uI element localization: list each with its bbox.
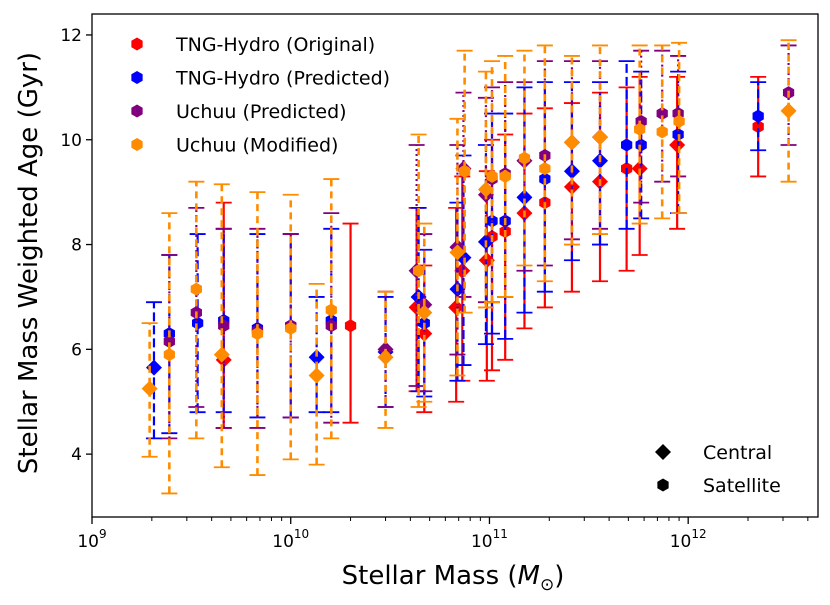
data-point-satellite — [486, 169, 498, 183]
data-point-satellite — [634, 122, 646, 136]
data-point-central — [449, 244, 466, 261]
data-point-satellite — [539, 162, 551, 176]
data-point-central — [448, 299, 465, 316]
data-point-satellite — [344, 319, 357, 333]
x-tick-exponent: 10 — [294, 527, 309, 541]
data-point-satellite — [518, 151, 531, 165]
data-point-satellite — [251, 327, 264, 341]
x-axis-label-sub: ⊙ — [540, 575, 554, 595]
data-point-satellite — [656, 125, 668, 139]
data-point-central — [377, 349, 394, 366]
data-point-satellite — [163, 334, 175, 348]
data-point-central — [592, 129, 609, 146]
data-point-central — [416, 304, 433, 321]
y-tick-label: 10 — [60, 131, 82, 151]
data-point-satellite — [325, 303, 337, 317]
data-point-central — [477, 181, 494, 198]
data-point-central — [516, 189, 533, 206]
legend-label: TNG-Hydro (Original) — [175, 34, 375, 56]
legend-label: Uchuu (Modified) — [176, 135, 338, 157]
marker-legend-hexagon-icon — [657, 478, 669, 492]
series-legend: TNG-Hydro (Original) TNG-Hydro (Predicted… — [131, 34, 390, 157]
data-point-satellite — [752, 120, 764, 134]
x-tick-base: 10 — [670, 532, 692, 552]
legend-label: Uchuu (Predicted) — [176, 101, 347, 123]
data-point-satellite — [499, 169, 511, 183]
x-tick-exponent: 11 — [493, 527, 508, 541]
data-point-central — [563, 134, 580, 151]
data-point-satellite — [635, 138, 647, 152]
series-3 — [141, 39, 797, 495]
data-point-central — [213, 346, 230, 363]
data-point-satellite — [285, 321, 297, 335]
x-tick-exponent: 12 — [691, 527, 706, 541]
data-point-central — [780, 102, 797, 119]
legend-label: TNG-Hydro (Predicted) — [175, 68, 390, 90]
marker-legend: Central Satellite — [655, 442, 781, 497]
data-point-satellite — [163, 348, 175, 362]
x-tick-label: 1012 — [670, 527, 707, 552]
data-point-satellite — [620, 138, 633, 152]
x-tick-label: 1011 — [471, 527, 508, 552]
y-tick-label: 4 — [71, 445, 82, 465]
marker-legend-label: Satellite — [703, 475, 781, 497]
x-axis-label-symbol: M — [518, 561, 540, 591]
x-axis-label-close: ) — [554, 561, 564, 591]
data-point-satellite — [673, 114, 685, 128]
legend-marker — [131, 37, 143, 51]
x-tick-base: 10 — [471, 532, 493, 552]
x-axis-label-main: Stellar Mass ( — [342, 561, 518, 591]
data-point-central — [141, 380, 158, 397]
legend-marker — [131, 71, 143, 84]
x-tick-label: 1010 — [272, 527, 309, 552]
data-point-satellite — [459, 164, 471, 178]
data-point-satellite — [412, 264, 425, 278]
x-axis-label: Stellar Mass (M⊙) — [342, 561, 565, 595]
x-tick-exponent: 9 — [99, 527, 107, 541]
data-point-satellite — [752, 109, 764, 123]
data-point-satellite — [190, 282, 202, 296]
plot-frame — [91, 13, 819, 518]
data-point-central — [308, 367, 325, 384]
data-point-central — [308, 349, 325, 366]
y-tick-label: 12 — [60, 26, 82, 46]
data-point-central — [631, 160, 648, 177]
x-tick-label: 109 — [77, 527, 106, 552]
marker-legend-diamond-icon — [655, 444, 671, 460]
legend-marker — [131, 138, 143, 151]
data-point-central — [416, 325, 433, 342]
legend-marker — [131, 104, 143, 118]
plot-area — [141, 39, 797, 495]
y-tick-label: 8 — [71, 236, 82, 256]
marker-legend-label: Central — [703, 442, 772, 464]
data-point-satellite — [656, 107, 668, 121]
data-point-satellite — [191, 316, 204, 330]
x-tick-base: 10 — [272, 532, 294, 552]
x-tick-base: 10 — [77, 532, 99, 552]
y-tick-label: 6 — [71, 340, 82, 360]
y-axis-label: Stellar Mass Weighted Age (Gyr) — [14, 52, 44, 474]
